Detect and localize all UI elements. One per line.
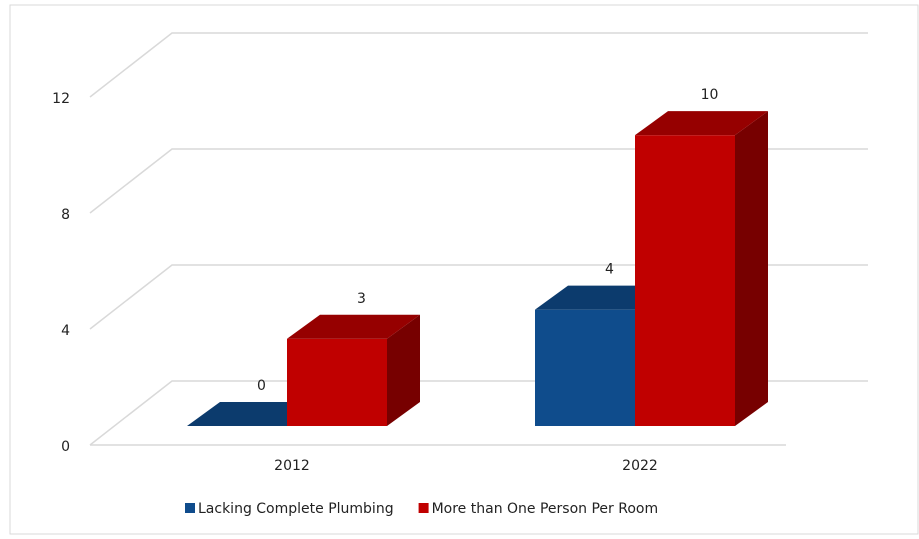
bar-top <box>535 285 668 310</box>
bar <box>635 135 735 426</box>
bar <box>535 309 635 426</box>
bar-side <box>735 111 768 427</box>
data-label: 3 <box>357 291 366 307</box>
legend-swatch <box>185 503 195 513</box>
legend-label: Lacking Complete Plumbing <box>198 501 394 517</box>
data-label: 4 <box>605 262 614 278</box>
chart-border <box>9 4 919 535</box>
x-tick-label: 2022 <box>622 458 658 474</box>
y-tick-label: 8 <box>61 207 70 223</box>
legend-swatch <box>418 503 429 513</box>
data-label: 10 <box>701 87 719 103</box>
data-label: 0 <box>257 378 266 394</box>
y-tick-label: 0 <box>61 439 70 455</box>
bar-top <box>287 314 420 339</box>
x-tick-label: 2012 <box>274 458 310 474</box>
y-tick-label: 12 <box>52 91 70 107</box>
bar-top <box>187 402 320 426</box>
y-tick-label: 4 <box>61 323 70 339</box>
grid-line <box>89 32 868 98</box>
bar-top <box>635 111 768 136</box>
legend-label: More than One Person Per Room <box>432 501 659 517</box>
bar-side <box>387 314 420 426</box>
bar <box>287 338 387 426</box>
